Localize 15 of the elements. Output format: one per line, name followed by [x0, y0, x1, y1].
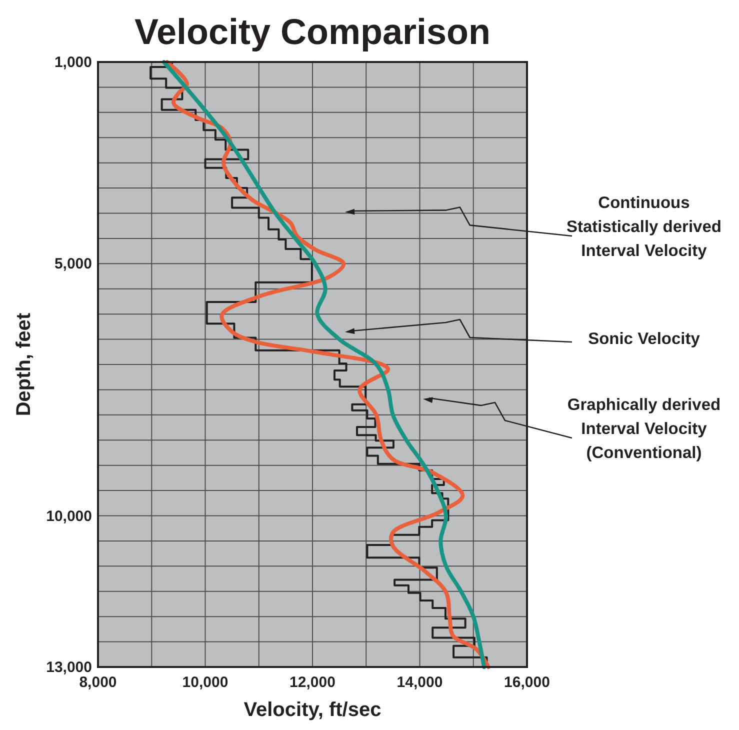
chart-title: Velocity Comparison [134, 11, 491, 52]
x-axis-title: Velocity, ft/sec [244, 699, 382, 721]
x-tick-label: 14,000 [396, 674, 443, 691]
y-axis-title: Depth, feet [13, 312, 35, 416]
x-tick-label: 12,000 [290, 674, 336, 691]
text: Graphically derived Interval Velocity (Conventional) [567, 396, 721, 462]
y-tick-label: 1,000 [54, 54, 92, 71]
y-tick-label: 13,000 [46, 659, 92, 676]
text: Sonic Velocity [588, 330, 701, 348]
y-tick-label: 5,000 [54, 256, 92, 273]
text: Continuous Statistically derived Interval Velocity [566, 194, 722, 260]
x-tick-label: 16,000 [504, 674, 550, 691]
y-tick-label: 10,000 [46, 508, 92, 525]
x-tick-label: 8,000 [79, 674, 117, 691]
x-tick-label: 10,000 [182, 674, 228, 691]
